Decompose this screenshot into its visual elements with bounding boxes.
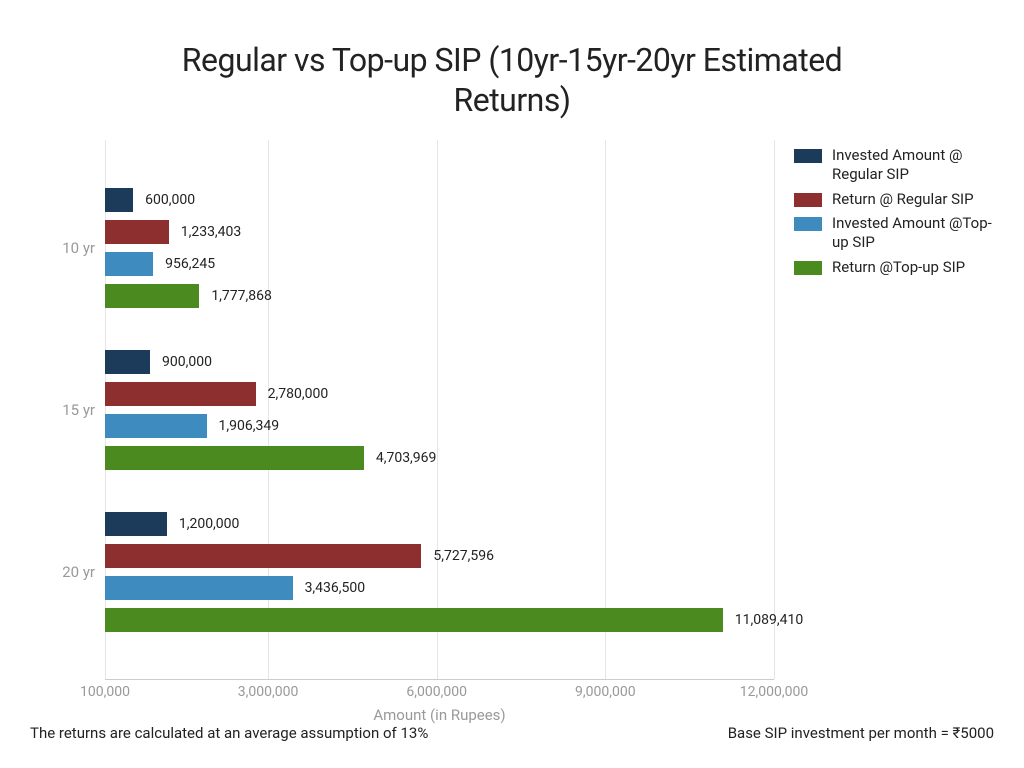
footnotes: The returns are calculated at an average… [30, 724, 994, 742]
bar-invested_regular [105, 512, 167, 536]
legend-label: Invested Amount @Top-up SIP [832, 214, 994, 252]
x-tick-label: 9,000,000 [575, 684, 636, 700]
legend-item: Invested Amount @ Regular SIP [794, 146, 994, 184]
plot-area: 600,000 1,233,403 956,245 1,777,868 900,000 2… [105, 140, 774, 680]
plot-row: 10 yr 15 yr 20 yr 600,000 1,233,403 956,245 1… [30, 140, 994, 680]
bar-value-label: 1,777,868 [211, 288, 272, 304]
bar-value-label: 5,727,596 [433, 548, 494, 564]
legend-label: Return @ Regular SIP [832, 190, 974, 209]
legend-label: Return @Top-up SIP [832, 258, 965, 277]
bar-value-label: 900,000 [162, 354, 212, 370]
bar-invested_regular [105, 188, 133, 212]
bar-value-label: 11,089,410 [735, 612, 803, 628]
legend-item: Return @Top-up SIP [794, 258, 994, 277]
legend-swatch [794, 149, 822, 163]
bar-value-label: 4,703,969 [376, 450, 437, 466]
legend-item: Return @ Regular SIP [794, 190, 994, 209]
legend-swatch [794, 217, 822, 231]
y-category-label: 15 yr [62, 401, 95, 419]
gridline [774, 140, 775, 679]
x-tick-label: 6,000,000 [406, 684, 467, 700]
bar-return_regular [105, 544, 421, 568]
bar-value-label: 956,245 [165, 256, 215, 272]
y-category-label: 20 yr [62, 563, 95, 581]
x-axis-ticks: 100,0003,000,0006,000,0009,000,00012,000… [105, 680, 774, 700]
legend-swatch [794, 261, 822, 275]
legend: Invested Amount @ Regular SIP Return @ Re… [774, 140, 994, 680]
legend-item: Invested Amount @Top-up SIP [794, 214, 994, 252]
y-axis-labels: 10 yr 15 yr 20 yr [30, 140, 105, 680]
bar-return_topup [105, 608, 723, 632]
x-tick-label: 12,000,000 [740, 684, 808, 700]
footnote-left: The returns are calculated at an average… [30, 724, 428, 742]
bar-value-label: 2,780,000 [268, 386, 329, 402]
legend-label: Invested Amount @ Regular SIP [832, 146, 994, 184]
bar-return_regular [105, 220, 169, 244]
bar-return_regular [105, 382, 256, 406]
bar-invested_topup [105, 414, 207, 438]
bar-invested_topup [105, 576, 293, 600]
footnote-right: Base SIP investment per month = ₹5000 [728, 724, 994, 742]
legend-swatch [794, 193, 822, 207]
gridline [437, 140, 438, 679]
x-tick-label: 100,000 [80, 684, 130, 700]
gridline [605, 140, 606, 679]
bar-invested_regular [105, 350, 150, 374]
bar-value-label: 1,233,403 [181, 224, 242, 240]
y-category-label: 10 yr [62, 239, 95, 257]
bar-return_topup [105, 446, 364, 470]
bar-value-label: 1,906,349 [219, 418, 280, 434]
x-tick-label: 3,000,000 [238, 684, 299, 700]
chart-title: Regular vs Top-up SIP (10yr-15yr-20yr Es… [162, 40, 862, 120]
bar-return_topup [105, 284, 199, 308]
bar-invested_topup [105, 252, 153, 276]
x-axis-title: Amount (in Rupees) [105, 706, 774, 724]
bar-value-label: 3,436,500 [305, 580, 366, 596]
chart-container: Regular vs Top-up SIP (10yr-15yr-20yr Es… [0, 0, 1024, 768]
bar-value-label: 1,200,000 [179, 516, 240, 532]
bar-value-label: 600,000 [145, 192, 195, 208]
